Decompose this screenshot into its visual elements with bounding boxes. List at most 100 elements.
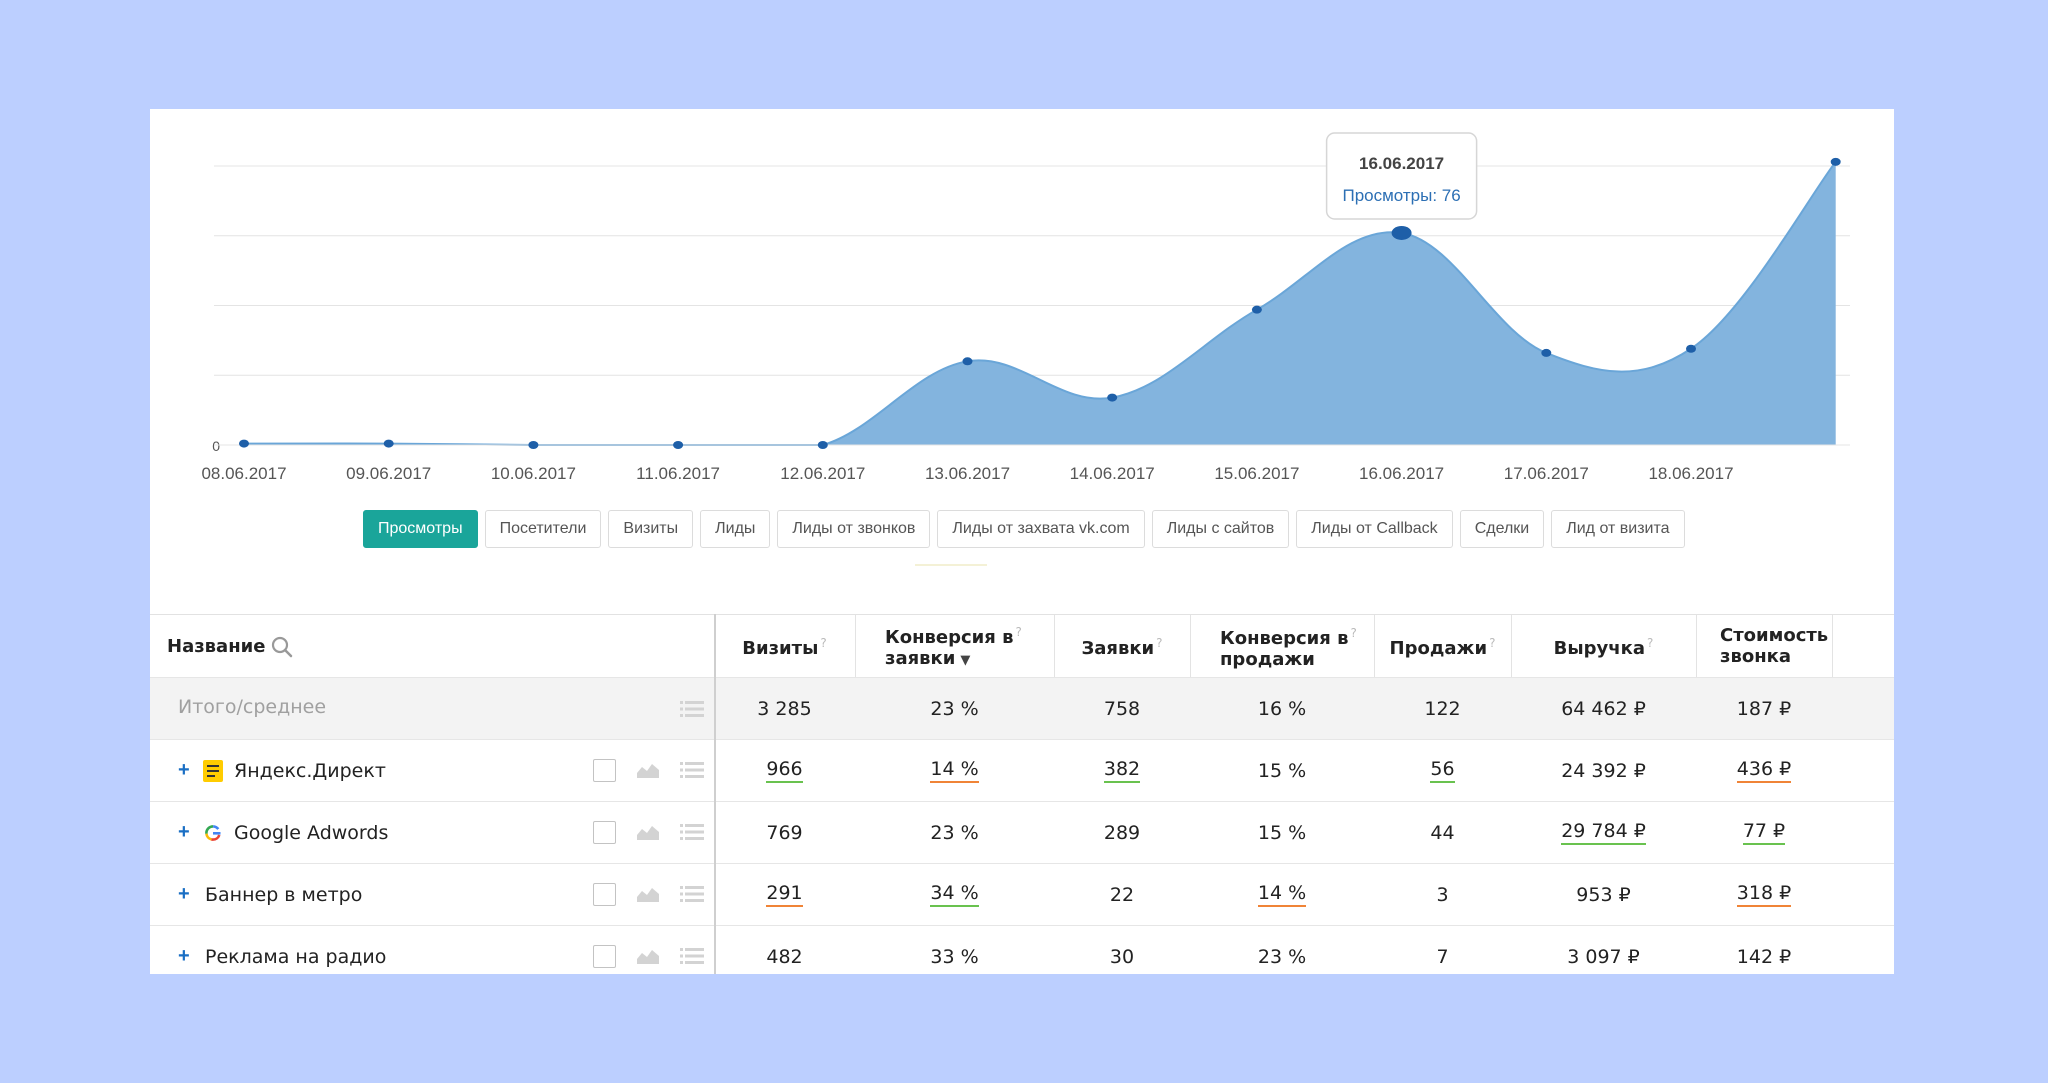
row-cell: 33 %: [855, 926, 1054, 974]
tooltip-value: Просмотры: 76: [1342, 186, 1460, 205]
source-name[interactable]: Реклама на радио: [205, 945, 387, 968]
source-name[interactable]: Google Adwords: [234, 821, 389, 844]
tab-10[interactable]: Лид от визита: [1551, 510, 1685, 548]
name-column-divider: [714, 614, 716, 974]
source-name[interactable]: Яндекс.Директ: [234, 759, 386, 782]
tab-5[interactable]: Лиды от звонков: [777, 510, 931, 548]
help-icon[interactable]: ?: [1350, 625, 1357, 640]
x-tick-label: 17.06.2017: [1504, 464, 1589, 483]
row-cell: 23 %: [1190, 926, 1374, 974]
column-header-5[interactable]: Продажи?: [1374, 615, 1511, 677]
total-row: Итого/среднее 3 285 23 % 758 16 % 122 64 462 ₽…: [150, 678, 1894, 740]
cell-value[interactable]: 436 ₽: [1736, 758, 1792, 783]
help-icon[interactable]: ?: [1489, 636, 1496, 650]
search-icon[interactable]: [270, 635, 294, 664]
row-checkbox[interactable]: [593, 945, 616, 968]
cell-value[interactable]: 29 784 ₽: [1561, 820, 1646, 845]
cell-value: 953 ₽: [1576, 883, 1631, 906]
column-header-6[interactable]: Выручка?: [1511, 615, 1696, 677]
row-checkbox[interactable]: [593, 883, 616, 906]
column-header-3[interactable]: Заявки?: [1054, 615, 1190, 677]
total-value: 3 285: [757, 697, 812, 720]
row-cell: 482: [714, 926, 855, 974]
total-value: 758: [1103, 697, 1141, 720]
cell-value: 15 %: [1257, 821, 1307, 844]
x-tick-label: 18.06.2017: [1648, 464, 1733, 483]
column-header-4[interactable]: Конверсия в? продажи: [1190, 615, 1374, 677]
help-icon[interactable]: ?: [820, 636, 827, 650]
area-chart-icon[interactable]: [636, 761, 660, 779]
tab-1[interactable]: Просмотры: [363, 510, 478, 548]
area-chart-icon[interactable]: [636, 823, 660, 841]
row-cell: 24 392 ₽: [1511, 740, 1696, 801]
metric-tabs: Просмотры Посетители Визиты Лиды Лиды от зво…: [363, 510, 1685, 548]
tab-9[interactable]: Сделки: [1459, 510, 1545, 548]
column-header-7[interactable]: Стоимость звонка: [1696, 615, 1832, 677]
cell-value[interactable]: 382: [1103, 758, 1141, 783]
tab-8[interactable]: Лиды от Callback: [1296, 510, 1453, 548]
row-cell: 15 %: [1190, 740, 1374, 801]
list-icon[interactable]: [680, 823, 704, 841]
cell-value: 44: [1430, 821, 1455, 844]
y-tick-label: 0: [212, 438, 220, 454]
cell-value[interactable]: 34 %: [930, 882, 979, 907]
area-chart-icon[interactable]: [636, 885, 660, 903]
row-cell: 14 %: [1190, 864, 1374, 925]
row-checkbox[interactable]: [593, 759, 616, 782]
cell-value: 23 %: [1257, 945, 1307, 968]
cell-value[interactable]: 56: [1430, 758, 1455, 783]
header-divider: [1374, 615, 1375, 677]
x-tick-label: 15.06.2017: [1214, 464, 1299, 483]
help-icon[interactable]: ?: [1156, 636, 1163, 650]
source-name-cell: + Яндекс.Директ: [150, 740, 714, 801]
source-name-cell: + Реклама на радио: [150, 926, 714, 974]
cell-value[interactable]: 966: [766, 758, 803, 783]
list-icon[interactable]: [680, 947, 704, 965]
column-header-line2: звонка: [1720, 646, 1792, 667]
total-label: Итого/среднее: [178, 696, 327, 718]
tab-6[interactable]: Лиды от захвата vk.com: [937, 510, 1145, 548]
expand-icon[interactable]: +: [178, 759, 190, 781]
help-icon[interactable]: ?: [1646, 636, 1654, 650]
row-cell: 3: [1374, 864, 1511, 925]
cell-value: 23 %: [930, 821, 979, 844]
tab-3[interactable]: Визиты: [608, 510, 694, 548]
row-cell: 318 ₽: [1696, 864, 1832, 925]
column-header-2[interactable]: Конверсия в? заявки ▼: [855, 615, 1054, 677]
row-cell: 23 %: [855, 802, 1054, 863]
help-icon[interactable]: ?: [1015, 624, 1022, 639]
column-header-1[interactable]: Визиты?: [714, 615, 855, 677]
cell-value[interactable]: 318 ₽: [1736, 882, 1792, 907]
source-name[interactable]: Баннер в метро: [205, 883, 363, 906]
row-cell: 953 ₽: [1511, 864, 1696, 925]
tab-4[interactable]: Лиды: [700, 510, 771, 548]
x-tick-label: 12.06.2017: [780, 464, 865, 483]
cell-value[interactable]: 14 %: [1257, 882, 1307, 907]
row-checkbox[interactable]: [593, 821, 616, 844]
cell-value[interactable]: 291: [766, 882, 803, 907]
tab-scroll-indicator: [915, 564, 987, 566]
expand-icon[interactable]: +: [178, 883, 190, 905]
area-chart-icon[interactable]: [636, 947, 660, 965]
total-value: 64 462 ₽: [1561, 697, 1646, 720]
list-icon[interactable]: [680, 885, 704, 903]
expand-icon[interactable]: +: [178, 945, 190, 967]
tab-2[interactable]: Посетители: [484, 510, 602, 548]
list-icon[interactable]: [680, 700, 704, 718]
data-point: [673, 441, 684, 449]
expand-icon[interactable]: +: [178, 821, 190, 843]
header-divider: [855, 615, 856, 677]
cell-value: 15 %: [1257, 759, 1307, 782]
list-icon[interactable]: [680, 761, 704, 779]
row-cell: 30: [1054, 926, 1190, 974]
row-cell: 15 %: [1190, 802, 1374, 863]
row-cell: 44: [1374, 802, 1511, 863]
google-icon: [202, 822, 224, 844]
sort-desc-icon[interactable]: ▼: [960, 652, 971, 668]
tab-7[interactable]: Лиды с сайтов: [1151, 510, 1290, 548]
cell-value[interactable]: 77 ₽: [1742, 820, 1786, 845]
column-header-text: Выручка?: [1554, 633, 1654, 659]
x-tick-label: 13.06.2017: [925, 464, 1010, 483]
column-header-line2: продажи: [1220, 648, 1315, 670]
cell-value[interactable]: 14 %: [930, 758, 979, 783]
